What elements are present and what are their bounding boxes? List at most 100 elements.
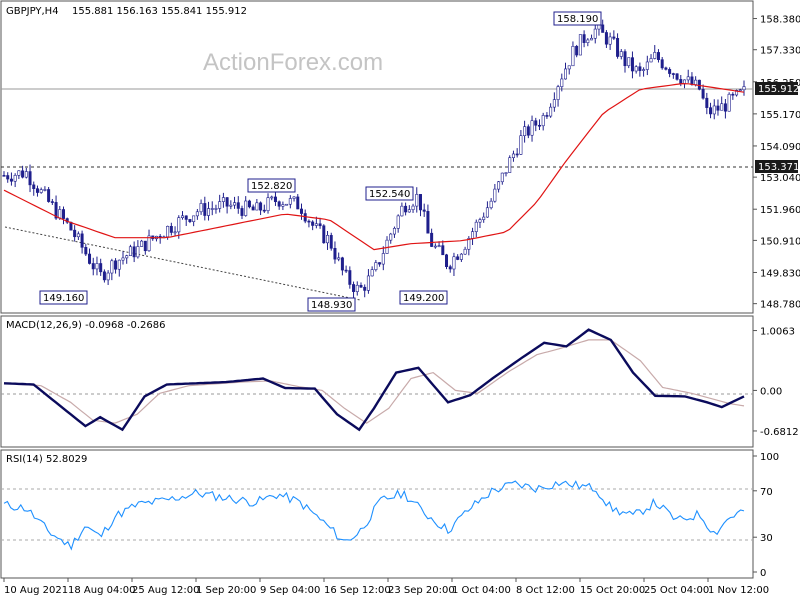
candle-body — [102, 271, 106, 281]
candle-body — [660, 59, 664, 69]
candle-body — [21, 170, 25, 178]
candle-body — [511, 153, 515, 158]
candle-body — [233, 202, 237, 206]
candle-body — [389, 233, 393, 241]
candle-body — [352, 284, 356, 292]
candle-body — [459, 253, 463, 260]
candle-body — [340, 257, 344, 271]
macd-label: MACD(12,26,9) -0.0968 -0.2686 — [6, 320, 166, 331]
x-tick-label: 15 Oct 20:00 — [580, 585, 645, 596]
candle-body — [549, 106, 553, 117]
rsi-label: RSI(14) 52.8029 — [6, 454, 87, 465]
candle-body — [84, 247, 88, 255]
candle-body — [593, 28, 597, 39]
candle-body — [255, 202, 259, 211]
candle-body — [437, 245, 441, 247]
candle-body — [363, 286, 367, 291]
candle-body — [251, 206, 255, 211]
candle-body — [645, 61, 649, 70]
candle-body — [374, 262, 378, 270]
y-tick-label: 100 — [760, 452, 779, 463]
candle-body — [180, 215, 184, 218]
candle-body — [61, 209, 65, 219]
candle-body — [668, 69, 672, 74]
candle-body — [571, 46, 575, 67]
svg-text:158.190: 158.190 — [557, 14, 598, 25]
candle-body — [578, 34, 582, 56]
candle-body — [314, 223, 318, 226]
candle-body — [720, 103, 724, 111]
macd-line — [3, 328, 745, 432]
candle-body — [80, 233, 84, 248]
candle-body — [445, 254, 449, 267]
candle-body — [448, 266, 452, 270]
candle-body — [143, 240, 147, 252]
x-tick-label: 25 Oct 04:00 — [644, 585, 709, 596]
annotation-149200: 149.200 — [399, 290, 448, 305]
x-tick-label: 9 Sep 04:00 — [260, 585, 320, 596]
candle-body — [582, 34, 586, 43]
candle-body — [333, 247, 337, 260]
price-y-axis: 158.380157.330156.250155.170154.090153.0… — [753, 15, 800, 311]
annotation-152540: 152.540 — [365, 186, 414, 201]
svg-text:152.820: 152.820 — [251, 181, 292, 192]
candle-body — [285, 203, 289, 206]
candle-body — [296, 196, 300, 210]
candle-body — [638, 66, 642, 71]
candle-body — [523, 126, 527, 136]
level-price-tag: 153.371 — [755, 160, 799, 173]
y-tick-label: -0.6812 — [760, 427, 799, 438]
candle-body — [500, 172, 504, 183]
candle-body — [184, 215, 188, 220]
candle-body — [262, 209, 266, 212]
candle-body — [586, 39, 590, 43]
macd-signal-line — [3, 339, 745, 424]
annotation-148930: 148.930 — [307, 297, 356, 312]
candle-body — [619, 51, 623, 57]
candle-body — [712, 105, 716, 115]
y-tick-label: 154.090 — [760, 142, 800, 153]
candle-body — [630, 57, 634, 72]
candle-body — [627, 57, 631, 67]
candle-body — [422, 209, 426, 212]
y-tick-label: 148.780 — [760, 300, 800, 311]
x-tick-label: 18 Aug 04:00 — [68, 585, 135, 596]
candle-body — [13, 175, 17, 182]
candle-body — [530, 120, 534, 136]
candle-body — [259, 202, 263, 211]
candle-body — [694, 79, 698, 85]
candle-body — [411, 205, 415, 211]
svg-text:148.930: 148.930 — [311, 300, 352, 311]
candle-body — [675, 73, 679, 80]
candle-body — [537, 124, 541, 127]
candle-body — [504, 172, 508, 174]
x-tick-label: 1 Nov 12:00 — [708, 585, 769, 596]
candle-body — [396, 215, 400, 229]
candle-body — [307, 220, 311, 223]
macd-panel: MACD(12,26,9) -0.0968 -0.2686 1.0063 0.00… — [0, 315, 799, 448]
candle-body — [433, 245, 437, 248]
annotation-152820: 152.820 — [247, 178, 296, 193]
candle-body — [467, 238, 471, 250]
candle-body — [471, 231, 475, 239]
candle-body — [106, 272, 110, 281]
candle-body — [474, 221, 478, 232]
watermark: ActionForex.com — [203, 49, 383, 76]
candle-body — [91, 263, 95, 270]
candle-body — [575, 46, 579, 56]
candle-body — [240, 208, 244, 216]
candle-body — [24, 171, 28, 178]
svg-text:153.371: 153.371 — [758, 162, 799, 173]
x-tick-label: 8 Oct 12:00 — [516, 585, 575, 596]
x-tick-label: 23 Sep 20:00 — [388, 585, 455, 596]
candle-body — [392, 228, 396, 235]
annotation-149160: 149.160 — [39, 290, 88, 305]
candle-body — [210, 208, 214, 210]
candle-body — [88, 253, 92, 264]
candle-body — [381, 253, 385, 265]
x-tick-label: 16 Sep 12:00 — [324, 585, 391, 596]
candle-body — [671, 73, 675, 75]
candle-body — [355, 284, 359, 292]
candle-body — [489, 200, 493, 209]
